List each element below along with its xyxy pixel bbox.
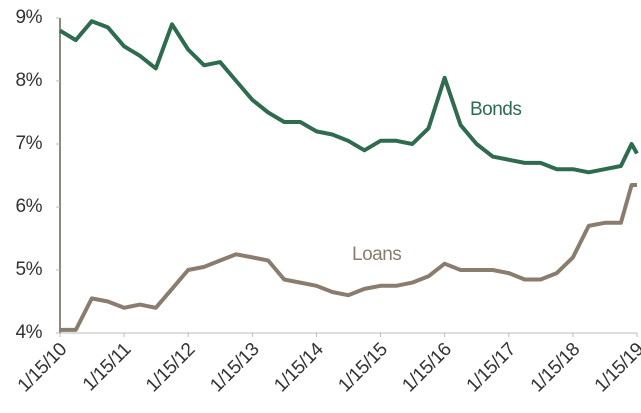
x-tick-label: 1/15/17 — [463, 339, 520, 396]
y-tick-label: 9% — [16, 7, 43, 28]
x-tick-label: 1/15/15 — [334, 339, 391, 396]
x-tick-label: 1/15/12 — [142, 339, 199, 396]
series-label: Bonds — [470, 99, 521, 120]
series-line — [60, 183, 637, 332]
y-tick-label: 6% — [16, 196, 43, 217]
x-tick-label: 1/15/18 — [527, 339, 584, 396]
x-tick-label: 1/15/13 — [206, 339, 263, 396]
series-label: Loans — [352, 244, 401, 265]
y-tick-label: 4% — [16, 322, 43, 343]
y-tick-label: 5% — [16, 259, 43, 280]
x-tick-label: 1/15/19 — [591, 339, 641, 396]
y-tick-label: 8% — [16, 70, 43, 91]
x-tick-label: 1/15/10 — [14, 339, 71, 396]
series-line — [58, 19, 639, 175]
y-tick-label: 7% — [16, 133, 43, 154]
x-tick-label: 1/15/14 — [270, 339, 328, 397]
x-tick-label: 1/15/16 — [398, 339, 455, 396]
x-tick-label: 1/15/11 — [79, 339, 135, 395]
